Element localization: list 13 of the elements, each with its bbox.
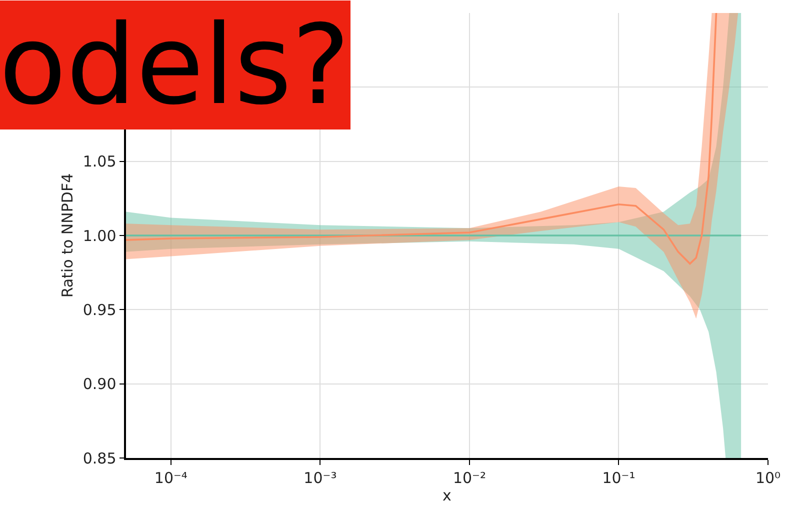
- x-tick-label: 10⁻²: [452, 468, 486, 487]
- y-tick-label: 0.90: [82, 375, 116, 394]
- y-axis-title: Ratio to NNPDF4: [58, 173, 77, 298]
- y-tick-label: 1.00: [82, 226, 116, 245]
- x-axis-title: x: [442, 486, 452, 504]
- annotation: odels?: [0, 1, 350, 129]
- x-tick-label: 10⁻¹: [602, 468, 636, 487]
- y-tick-label: 0.95: [82, 300, 116, 319]
- x-tick-label: 10⁻⁴: [154, 468, 188, 487]
- y-tick-label: 1.05: [82, 152, 116, 171]
- x-tick-label: 10⁰: [755, 468, 781, 487]
- x-tick-label: 10⁻³: [304, 468, 337, 487]
- y-tick-label: 0.85: [82, 449, 116, 468]
